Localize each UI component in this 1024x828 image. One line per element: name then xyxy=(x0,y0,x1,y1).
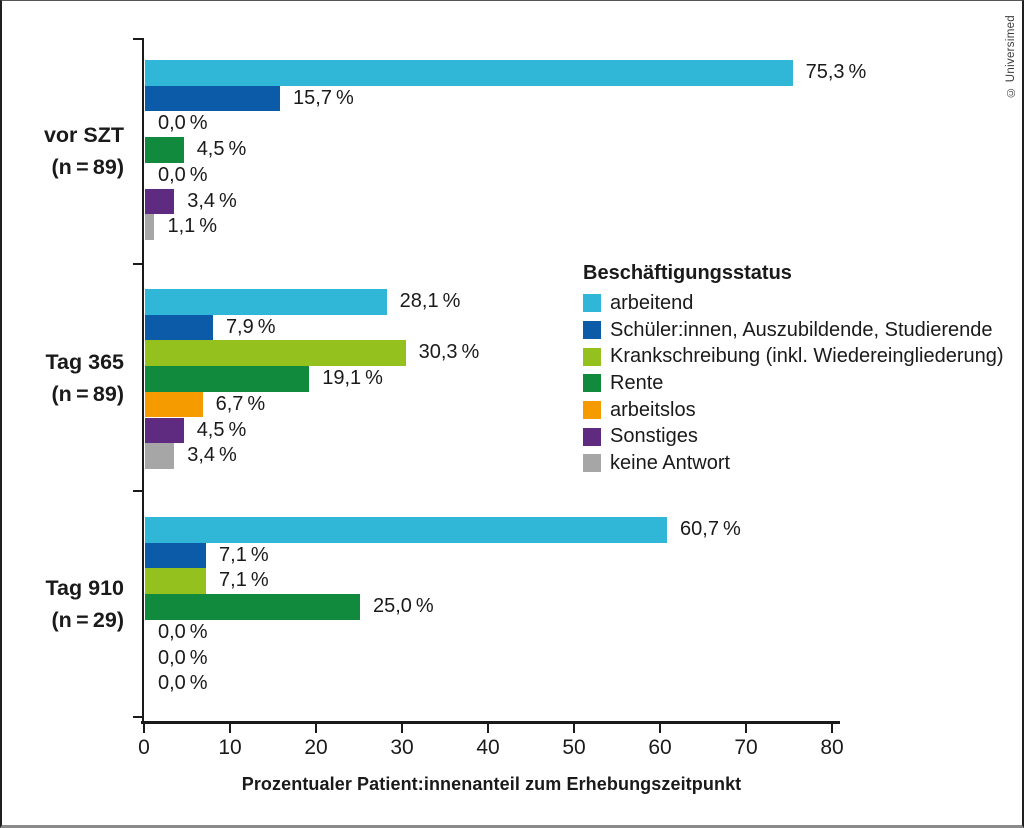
group-label: vor SZT (n = 89) xyxy=(2,119,124,183)
x-axis-tick xyxy=(659,724,661,733)
x-axis-tick xyxy=(315,724,317,733)
y-axis-group-tick xyxy=(133,263,143,265)
legend-swatch xyxy=(583,401,601,420)
bar-value-label: 0,0 % xyxy=(158,112,208,135)
bar-value-label: 28,1 % xyxy=(399,290,461,312)
legend-swatch xyxy=(583,321,601,340)
x-axis-tick-label: 40 xyxy=(476,736,500,759)
legend-item: arbeitslos xyxy=(583,397,1004,424)
bar xyxy=(145,314,213,341)
bar xyxy=(145,517,668,543)
group-label-name: Tag 365 xyxy=(45,349,124,374)
legend-item: Schüler:innen, Auszubildende, Studierend… xyxy=(583,317,1004,344)
group-label: Tag 910 (n = 29) xyxy=(2,572,124,636)
x-axis-tick-label: 60 xyxy=(648,736,672,759)
bar-value-label: 30,3 % xyxy=(418,341,480,364)
y-axis-group-tick xyxy=(133,490,143,492)
legend-item-label: Schüler:innen, Auszubildende, Studierend… xyxy=(610,318,993,341)
legend-item-label: Krankschreibung (inkl. Wiedereingliederu… xyxy=(610,345,1004,368)
x-axis-title: Prozentualer Patient:innenanteil zum Erh… xyxy=(241,774,742,794)
legend-swatch xyxy=(583,454,601,473)
bar-value-label: 7,1 % xyxy=(219,569,269,592)
bar-value-label: 7,9 % xyxy=(225,315,276,338)
y-axis-group-tick xyxy=(133,38,143,40)
bar xyxy=(145,594,360,620)
group-label-n: (n = 89) xyxy=(51,155,124,179)
legend-item: Krankschreibung (inkl. Wiedereingliederu… xyxy=(583,343,1004,370)
copyright-credit: © Universimed xyxy=(1005,15,1017,99)
bar-value-label: 7,1 % xyxy=(219,543,269,566)
bar-value-label: 0,0 % xyxy=(158,620,208,643)
legend-swatch xyxy=(583,294,601,313)
legend-items: arbeitend Schüler:innen, Auszubildende, S… xyxy=(583,290,1004,477)
bar-value-label: 15,7 % xyxy=(293,86,354,109)
x-axis-tick xyxy=(143,724,145,733)
bar xyxy=(145,568,207,595)
legend: Beschäftigungsstatus arbeitend Schüler:in… xyxy=(583,260,1004,477)
bar-value-label: 75,3 % xyxy=(805,61,867,83)
bar-value-label: 1,1 % xyxy=(167,215,218,238)
legend-swatch xyxy=(583,347,601,366)
bar xyxy=(145,289,387,315)
group-label-name: vor SZT xyxy=(43,123,124,147)
x-axis-tick xyxy=(573,724,575,733)
bar xyxy=(145,188,175,215)
bar xyxy=(145,137,184,163)
legend-item: arbeitend xyxy=(583,290,1004,317)
bar xyxy=(145,417,184,444)
group-label-n: (n = 89) xyxy=(51,381,124,406)
bar-value-label: 6,7 % xyxy=(215,392,266,415)
bar-value-label: 0,0 % xyxy=(158,672,208,695)
x-axis-line xyxy=(141,721,840,724)
bar xyxy=(145,60,793,86)
bar-value-label: 0,0 % xyxy=(158,163,208,186)
x-axis-tick xyxy=(229,724,231,733)
bar-value-label: 3,4 % xyxy=(187,189,237,212)
x-axis-tick-label: 0 xyxy=(138,736,150,759)
x-axis-tick-label: 30 xyxy=(390,736,414,759)
x-axis-tick-label: 70 xyxy=(734,736,758,759)
legend-item: Rente xyxy=(583,370,1004,397)
bar-value-label: 25,0 % xyxy=(373,595,434,618)
group-label-name: Tag 910 xyxy=(45,576,124,600)
bar-value-label: 4,5 % xyxy=(196,138,247,161)
legend-item-label: keine Antwort xyxy=(610,451,731,474)
bar xyxy=(145,443,175,469)
legend-item: Sonstiges xyxy=(583,423,1004,450)
y-axis-group-tick xyxy=(133,716,143,718)
bar xyxy=(145,214,155,240)
bar xyxy=(145,340,406,367)
y-axis-line xyxy=(142,38,144,724)
bar xyxy=(145,366,310,392)
legend-item-label: Rente xyxy=(610,371,664,394)
x-axis-tick-label: 10 xyxy=(218,736,242,759)
legend-item-label: arbeitend xyxy=(610,291,694,314)
bar xyxy=(145,542,207,569)
x-axis-tick xyxy=(401,724,403,733)
legend-swatch xyxy=(583,374,601,393)
x-axis-tick-label: 50 xyxy=(562,736,586,759)
bar-value-label: 0,0 % xyxy=(158,646,208,669)
group-label: Tag 365 (n = 89) xyxy=(2,346,124,410)
x-axis-tick xyxy=(745,724,747,733)
group-label-n: (n = 29) xyxy=(51,608,124,632)
bar xyxy=(145,391,203,418)
x-axis-tick xyxy=(831,724,833,733)
bar xyxy=(145,85,281,112)
x-axis-tick-label: 80 xyxy=(820,736,844,759)
legend-item: keine Antwort xyxy=(583,450,1004,477)
bar-value-label: 4,5 % xyxy=(196,418,247,441)
bar-value-label: 60,7 % xyxy=(680,518,741,540)
legend-item-label: Sonstiges xyxy=(610,425,698,448)
legend-swatch xyxy=(583,427,601,446)
x-axis-tick xyxy=(487,724,489,733)
legend-item-label: arbeitslos xyxy=(610,398,696,421)
x-axis-tick-label: 20 xyxy=(304,736,328,759)
bar-value-label: 19,1 % xyxy=(322,367,383,390)
bar-value-label: 3,4 % xyxy=(187,444,237,467)
legend-title: Beschäftigungsstatus xyxy=(583,262,792,284)
